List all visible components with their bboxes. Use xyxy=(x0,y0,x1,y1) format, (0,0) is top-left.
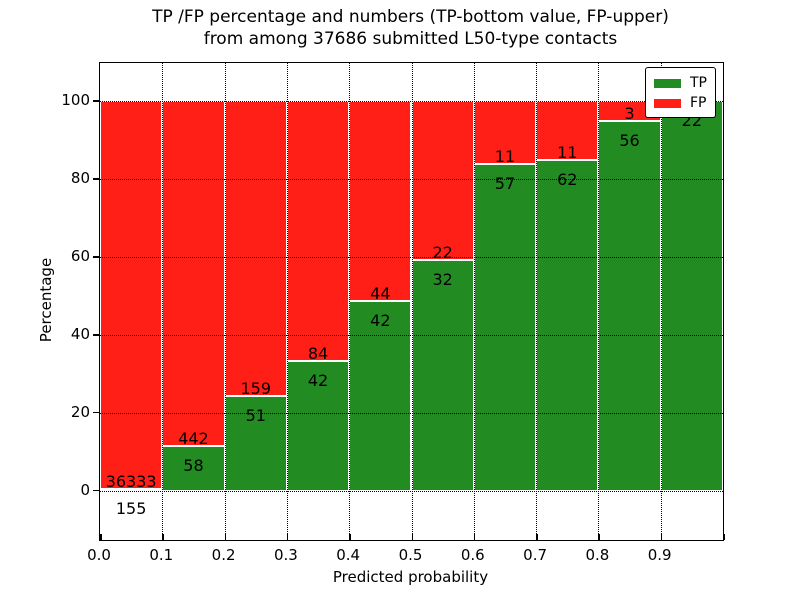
x-tick-label: 0.0 xyxy=(87,546,111,564)
tp-count-label: 62 xyxy=(557,169,578,189)
tp-bar-segment xyxy=(598,121,661,491)
vertical-gridline xyxy=(224,63,226,540)
fp-bar-segment xyxy=(100,101,163,490)
tp-count-label: 155 xyxy=(115,499,147,519)
x-tick-mark xyxy=(598,534,600,540)
x-tick-label: 0.5 xyxy=(398,546,423,564)
tp-bar-segment xyxy=(162,445,225,491)
tp-count-label: 57 xyxy=(494,174,516,194)
y-tick-label: 80 xyxy=(70,169,90,188)
x-tick-mark xyxy=(162,534,164,540)
tp-count-label: 51 xyxy=(245,406,266,426)
y-tick-label: 20 xyxy=(70,402,90,421)
vertical-gridline xyxy=(536,63,538,540)
vertical-gridline xyxy=(286,63,288,540)
fp-swatch-icon xyxy=(654,98,681,108)
vertical-gridline xyxy=(598,63,600,540)
fp-bar-segment xyxy=(411,101,474,260)
tp-bar-segment xyxy=(536,159,599,491)
y-tick-mark xyxy=(93,100,99,102)
tp-bar-segment xyxy=(286,360,350,491)
x-tick-label: 0.6 xyxy=(460,546,485,564)
fp-count-label: 3 xyxy=(624,104,635,123)
tp-bar-segment xyxy=(100,489,163,492)
x-tick-label: 0.8 xyxy=(585,546,610,564)
vertical-gridline xyxy=(349,63,351,540)
fp-count-label: 442 xyxy=(178,428,209,448)
tp-count-label: 32 xyxy=(432,269,453,289)
fp-count-label: 44 xyxy=(370,283,391,303)
legend-item-fp: FP xyxy=(654,93,707,113)
x-tick-mark xyxy=(349,534,351,540)
fp-bar-segment xyxy=(162,101,225,446)
x-axis-label: Predicted probability xyxy=(332,568,489,586)
tp-bar-segment xyxy=(473,164,537,491)
y-tick-label: 100 xyxy=(61,91,90,110)
x-tick-mark xyxy=(100,534,102,540)
y-tick-mark xyxy=(93,411,99,414)
y-tick-mark xyxy=(93,334,99,336)
x-tick-label: 0.4 xyxy=(336,546,361,564)
tp-bar-segment xyxy=(349,300,412,491)
x-tick-mark xyxy=(723,534,725,540)
x-tick-label: 0.3 xyxy=(273,546,298,564)
x-tick-label: 0.1 xyxy=(149,546,174,564)
vertical-gridline xyxy=(162,63,164,540)
fp-count-label: 22 xyxy=(432,242,453,262)
x-tick-label: 0.2 xyxy=(211,546,236,564)
fp-bar-segment xyxy=(349,101,412,301)
x-tick-mark xyxy=(536,534,538,540)
fp-count-label: 11 xyxy=(494,147,516,167)
y-tick-mark xyxy=(93,256,99,258)
fp-bar-segment xyxy=(286,101,350,361)
x-tick-label: 0.7 xyxy=(523,546,548,564)
fp-count-label: 159 xyxy=(240,379,272,399)
fp-count-label: 84 xyxy=(307,343,329,363)
tp-swatch-icon xyxy=(654,78,681,88)
tp-count-label: 58 xyxy=(183,455,204,475)
plot-area: TP FP 36333 155 442 58 159 51 84 42 44 42 22 32 11 57… xyxy=(99,62,725,541)
chart-title: TP /FP percentage and numbers (TP-bottom… xyxy=(99,6,722,50)
x-tick-label: 0.9 xyxy=(647,546,672,564)
legend: TP FP xyxy=(645,67,716,118)
legend-item-tp: TP xyxy=(654,73,707,93)
x-tick-mark xyxy=(660,534,663,540)
y-tick-label: 60 xyxy=(70,247,90,266)
tp-count-label: 42 xyxy=(370,310,391,330)
vertical-gridline xyxy=(411,63,413,540)
x-tick-mark xyxy=(224,534,227,540)
y-tick-label: 0 xyxy=(80,480,90,499)
chart-title-line2: from among 37686 submitted L50-type cont… xyxy=(203,29,618,49)
x-tick-mark xyxy=(286,534,289,540)
fp-count-label: 36333 xyxy=(105,472,157,492)
tp-bar-segment xyxy=(660,101,723,491)
chart-title-line1: TP /FP percentage and numbers (TP-bottom… xyxy=(152,7,669,27)
y-tick-mark xyxy=(93,489,99,492)
x-tick-mark xyxy=(473,534,476,540)
legend-label-tp: TP xyxy=(690,75,707,91)
tp-count-label: 56 xyxy=(619,131,640,150)
legend-label-fp: FP xyxy=(690,95,707,111)
y-tick-label: 40 xyxy=(70,325,90,343)
vertical-gridline xyxy=(473,63,475,540)
fp-count-label: 11 xyxy=(557,142,578,162)
y-tick-mark xyxy=(93,178,99,180)
fp-bar-segment xyxy=(224,101,287,397)
vertical-gridline xyxy=(660,63,662,540)
x-tick-mark xyxy=(411,534,413,540)
tp-count-label: 42 xyxy=(307,370,329,390)
tp-bar-segment xyxy=(411,259,474,491)
